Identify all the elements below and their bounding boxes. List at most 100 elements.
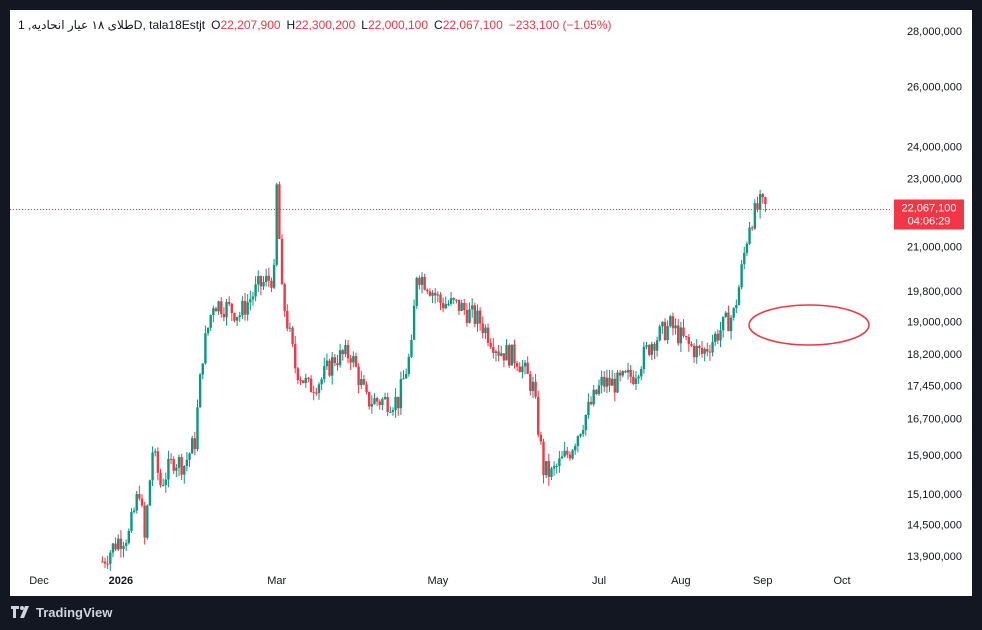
candle-body [753,203,757,229]
candle-body [671,316,675,329]
candle-body [597,385,601,395]
x-tick-label: Oct [833,575,850,587]
candle-body [703,348,706,354]
candle-body [502,353,506,361]
y-tick-label: 18,200,000 [907,349,962,361]
candle-body [117,538,120,550]
source-label: , tala18Estjt [142,18,206,32]
candle-body [489,342,492,347]
candle-body [109,552,112,564]
candle-body [183,466,186,475]
candle-body [603,376,606,387]
candle-body [410,339,413,357]
candle-body [507,345,511,366]
candle-body [114,543,117,550]
candle-body [550,468,553,477]
candle-body [367,391,371,407]
open-value: 22,207,900 [220,18,281,32]
annotation-layer[interactable] [748,304,870,346]
candle-body [521,366,524,373]
candle-body [420,276,424,285]
candle-body [692,345,696,358]
candle-body [595,389,598,395]
candle-body [624,371,627,373]
candle-body [632,376,635,384]
candle-body [246,302,249,315]
candle-body [185,459,189,467]
candle-body [243,300,247,315]
candle-body [756,203,759,210]
candle-body [254,284,257,297]
candle-body [262,282,265,287]
candle-body [283,284,286,311]
candle-body [465,310,469,323]
candle-body [220,301,223,314]
candle-body [151,452,154,481]
change-value: −233,100 (−1.05%) [508,18,612,32]
price-axis[interactable]: 28,000,000 26,000,000 24,000,000 23,000,000… [907,26,962,563]
candle-body [130,512,133,531]
candle-body [426,289,429,292]
candle-body [661,321,664,327]
y-tick-label: 23,000,000 [907,173,962,185]
candle-body [212,308,215,316]
y-tick-label: 15,100,000 [907,489,962,501]
candle-body [666,326,669,340]
candle-body [698,345,701,349]
candle-body [275,184,278,265]
candle-body [700,348,704,354]
candle-body [201,363,204,375]
candle-body [737,287,741,306]
candle-body [634,378,638,384]
candle-body [679,327,683,344]
candle-body [576,436,580,447]
candle-body [470,305,474,310]
candle-body [434,292,437,296]
candle-body [404,374,408,379]
y-tick-label: 16,700,000 [907,413,962,425]
candle-body [571,450,574,459]
y-tick-label: 14,500,000 [907,519,962,531]
candle-body [682,327,685,336]
price-tag-price: 22,067,100 [901,203,956,215]
candle-body [523,362,527,367]
candle-body [143,505,146,538]
candle-body [206,327,210,334]
candle-body [172,459,175,471]
candle-body [191,438,194,454]
candle-body [415,277,418,306]
candle-body [547,461,550,477]
candle-body [270,280,273,288]
candle-body [336,363,339,366]
candle-body [444,304,447,309]
candle-body [204,333,207,364]
candle-body [647,345,651,355]
candle-body [122,545,125,549]
candle-body [299,379,302,381]
candle-body [645,345,648,347]
candle-body [119,538,123,549]
candle-body [333,357,337,364]
price-tag [894,199,964,230]
candle-body [441,303,445,309]
candle-body [714,333,717,343]
candle-body [225,302,228,318]
candle-body [719,330,722,341]
symbol-name[interactable]: 1 ,طلای ۱۸ عیار انحادیه [18,18,134,32]
candle-body [447,303,450,305]
candle-body [412,305,416,340]
candle-body [610,378,614,386]
candle-body [716,333,720,341]
candle-body [288,327,292,329]
candle-body [402,378,405,380]
time-axis[interactable]: Dec 2026 Mar May Jul Aug Sep Oct [29,575,850,587]
candle-body [684,335,688,338]
candle-body [706,348,709,352]
candle-body [650,343,654,355]
candle-body [235,316,239,321]
candle-body [581,430,585,435]
candle-body [177,457,181,468]
